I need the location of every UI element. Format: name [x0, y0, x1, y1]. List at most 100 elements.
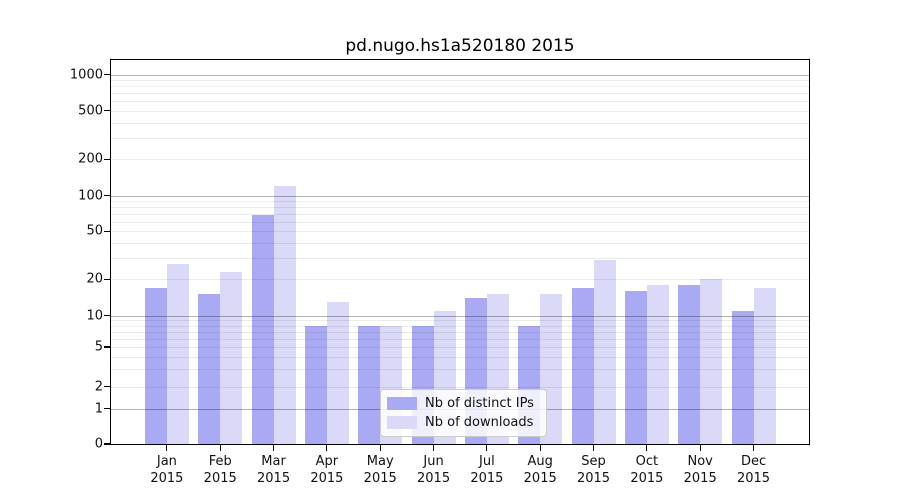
gridline-minor [111, 320, 809, 322]
bar-downloads-sep [593, 259, 616, 444]
x-label-year: 2015 [576, 471, 611, 486]
x-label-month: Feb [208, 454, 232, 469]
y-tickmark [104, 278, 110, 280]
y-axis-spine [109, 60, 111, 446]
x-tick-label-oct: Oct 2015 [615, 453, 679, 487]
y-tick-label: 10 [86, 308, 103, 323]
x-tick-label-sep: Sep 2015 [562, 453, 626, 487]
x-tickmark [699, 445, 701, 451]
right-spine [809, 60, 811, 446]
x-label-month: Aug [527, 454, 553, 469]
x-tickmark [646, 445, 648, 451]
x-label-year: 2015 [257, 471, 291, 486]
gridline-minor [111, 258, 809, 260]
plot-area [111, 60, 809, 444]
x-label-year: 2015 [630, 471, 664, 486]
x-tick-label-apr: Apr 2015 [295, 453, 359, 487]
gridline-minor [111, 159, 809, 161]
bar-distinct-ips-oct [624, 290, 647, 444]
x-label-year: 2015 [310, 471, 344, 486]
y-tick-label: 100 [78, 188, 103, 203]
bar-downloads-mar [273, 185, 296, 444]
y-tickmark [104, 443, 110, 445]
y-tickmark [104, 386, 110, 388]
x-tick-label-aug: Aug 2015 [508, 453, 572, 487]
x-tickmark [272, 445, 275, 451]
bar-distinct-ips-dec [731, 310, 754, 444]
x-tick-label-jun: Jun 2015 [402, 453, 466, 487]
top-spine [109, 58, 811, 60]
bar-downloads-dec [753, 287, 776, 444]
x-label-year: 2015 [523, 471, 557, 486]
bar-distinct-ips-apr [304, 325, 327, 444]
y-tick-label: 1000 [69, 67, 103, 83]
gridline-minor [111, 231, 809, 233]
x-tickmark [432, 445, 435, 451]
y-tickmark [104, 346, 110, 348]
x-label-month: Dec [740, 454, 767, 469]
gridline-minor [111, 93, 809, 95]
y-tickmark [104, 194, 110, 197]
y-tickmark [104, 74, 110, 76]
gridline-minor [111, 279, 809, 281]
y-tickmark [104, 110, 110, 112]
x-tickmark [486, 445, 488, 451]
gridline-minor [111, 331, 809, 333]
x-tickmark [326, 445, 328, 451]
gridline-minor [111, 347, 809, 348]
x-tick-label-may: May 2015 [348, 453, 412, 487]
x-tick-label-nov: Nov 2015 [668, 453, 732, 487]
y-tickmark [104, 230, 110, 232]
x-tickmark [539, 445, 541, 451]
x-label-year: 2015 [150, 471, 184, 486]
x-tickmark [379, 445, 381, 451]
gridline-minor [111, 338, 809, 340]
bar-downloads-oct [646, 284, 669, 444]
x-tickmark [166, 445, 168, 451]
x-axis-spine [109, 444, 811, 446]
x-label-month: May [366, 454, 394, 469]
x-tickmark [592, 445, 595, 451]
x-label-month: Jun [423, 454, 444, 469]
x-label-month: Apr [315, 454, 339, 469]
y-tick-label: 0 [94, 436, 103, 452]
x-label-year: 2015 [417, 471, 451, 486]
x-tick-label-dec: Dec 2015 [722, 453, 786, 487]
x-label-year: 2015 [470, 471, 504, 486]
gridline-minor [111, 207, 809, 209]
x-label-year: 2015 [363, 471, 397, 486]
y-tickmark [104, 314, 110, 317]
x-tick-label-jan: Jan 2015 [135, 453, 199, 487]
x-tick-label-feb: Feb 2015 [188, 453, 252, 487]
gridline-minor [111, 80, 809, 82]
y-tick-label: 2 [94, 379, 103, 395]
x-label-month: Jul [479, 454, 495, 469]
y-tickmark [104, 408, 110, 410]
legend-label-downloads: Nb of downloads [425, 415, 534, 430]
chart-title: pd.nugo.hs1a520180 2015 [345, 36, 575, 56]
gridline-minor [111, 86, 809, 88]
x-label-year: 2015 [736, 471, 771, 486]
legend-label-distinct-ips: Nb of distinct IPs [425, 396, 534, 411]
x-label-month: Jan [156, 454, 177, 469]
x-label-month: Oct [635, 454, 659, 469]
x-tickmark [219, 445, 221, 451]
bar-distinct-ips-jan [144, 287, 167, 444]
gridline-major [111, 74, 809, 76]
bar-downloads-apr [326, 301, 349, 444]
legend-swatch-distinct-ips [387, 397, 417, 410]
bar-distinct-ips-sep [571, 287, 594, 444]
x-label-month: Nov [687, 454, 713, 469]
bar-downloads-feb [220, 271, 243, 444]
legend-swatch-downloads [387, 416, 417, 429]
gridline-minor [111, 221, 809, 223]
gridline-minor [111, 325, 809, 327]
gridline-minor [111, 137, 809, 139]
x-label-year: 2015 [683, 471, 717, 486]
gridline-minor [111, 356, 809, 358]
x-tickmark [752, 445, 755, 451]
gridline-major [111, 195, 809, 197]
legend: Nb of distinct IPs Nb of downloads [380, 389, 547, 437]
y-tick-label: 1 [94, 401, 103, 417]
